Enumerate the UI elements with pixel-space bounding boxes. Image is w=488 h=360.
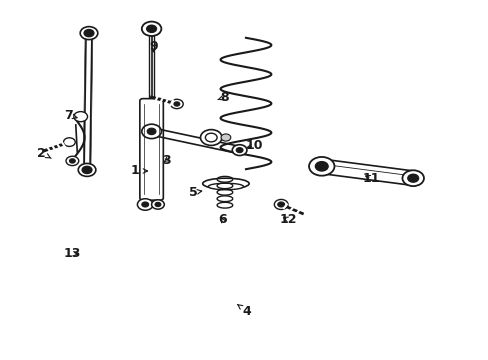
Circle shape <box>151 200 164 209</box>
Circle shape <box>402 170 423 186</box>
Circle shape <box>82 166 92 174</box>
Text: 7: 7 <box>64 109 77 122</box>
Text: 4: 4 <box>237 305 251 318</box>
Text: 9: 9 <box>149 40 158 53</box>
Circle shape <box>142 202 148 207</box>
Circle shape <box>308 157 334 176</box>
Circle shape <box>74 112 87 122</box>
Text: 13: 13 <box>63 247 81 260</box>
Text: 12: 12 <box>279 213 297 226</box>
Circle shape <box>84 30 94 37</box>
Text: 10: 10 <box>245 139 263 152</box>
Text: 2: 2 <box>37 147 51 159</box>
Ellipse shape <box>208 183 243 190</box>
Circle shape <box>274 199 287 210</box>
Text: 1: 1 <box>130 165 147 177</box>
Text: 3: 3 <box>162 154 170 167</box>
Circle shape <box>174 102 180 106</box>
Circle shape <box>221 134 230 141</box>
Circle shape <box>80 27 98 40</box>
FancyBboxPatch shape <box>140 99 163 200</box>
Polygon shape <box>150 128 241 154</box>
Circle shape <box>200 130 222 145</box>
Polygon shape <box>84 33 92 170</box>
Text: 8: 8 <box>217 91 229 104</box>
Circle shape <box>277 202 284 207</box>
Circle shape <box>63 138 75 147</box>
Circle shape <box>142 22 161 36</box>
Circle shape <box>78 163 96 176</box>
Circle shape <box>155 202 161 207</box>
Text: 6: 6 <box>218 213 226 226</box>
Circle shape <box>315 162 327 171</box>
Circle shape <box>170 99 183 109</box>
Circle shape <box>137 199 153 210</box>
Text: 5: 5 <box>188 186 202 199</box>
Circle shape <box>236 148 243 153</box>
Circle shape <box>232 145 246 156</box>
Circle shape <box>147 128 156 135</box>
Polygon shape <box>320 159 414 185</box>
Ellipse shape <box>203 178 248 189</box>
Circle shape <box>69 159 75 163</box>
Circle shape <box>142 124 161 139</box>
Circle shape <box>407 174 418 182</box>
Circle shape <box>205 133 217 142</box>
Text: 11: 11 <box>362 172 380 185</box>
Circle shape <box>66 156 79 166</box>
Circle shape <box>146 25 156 32</box>
